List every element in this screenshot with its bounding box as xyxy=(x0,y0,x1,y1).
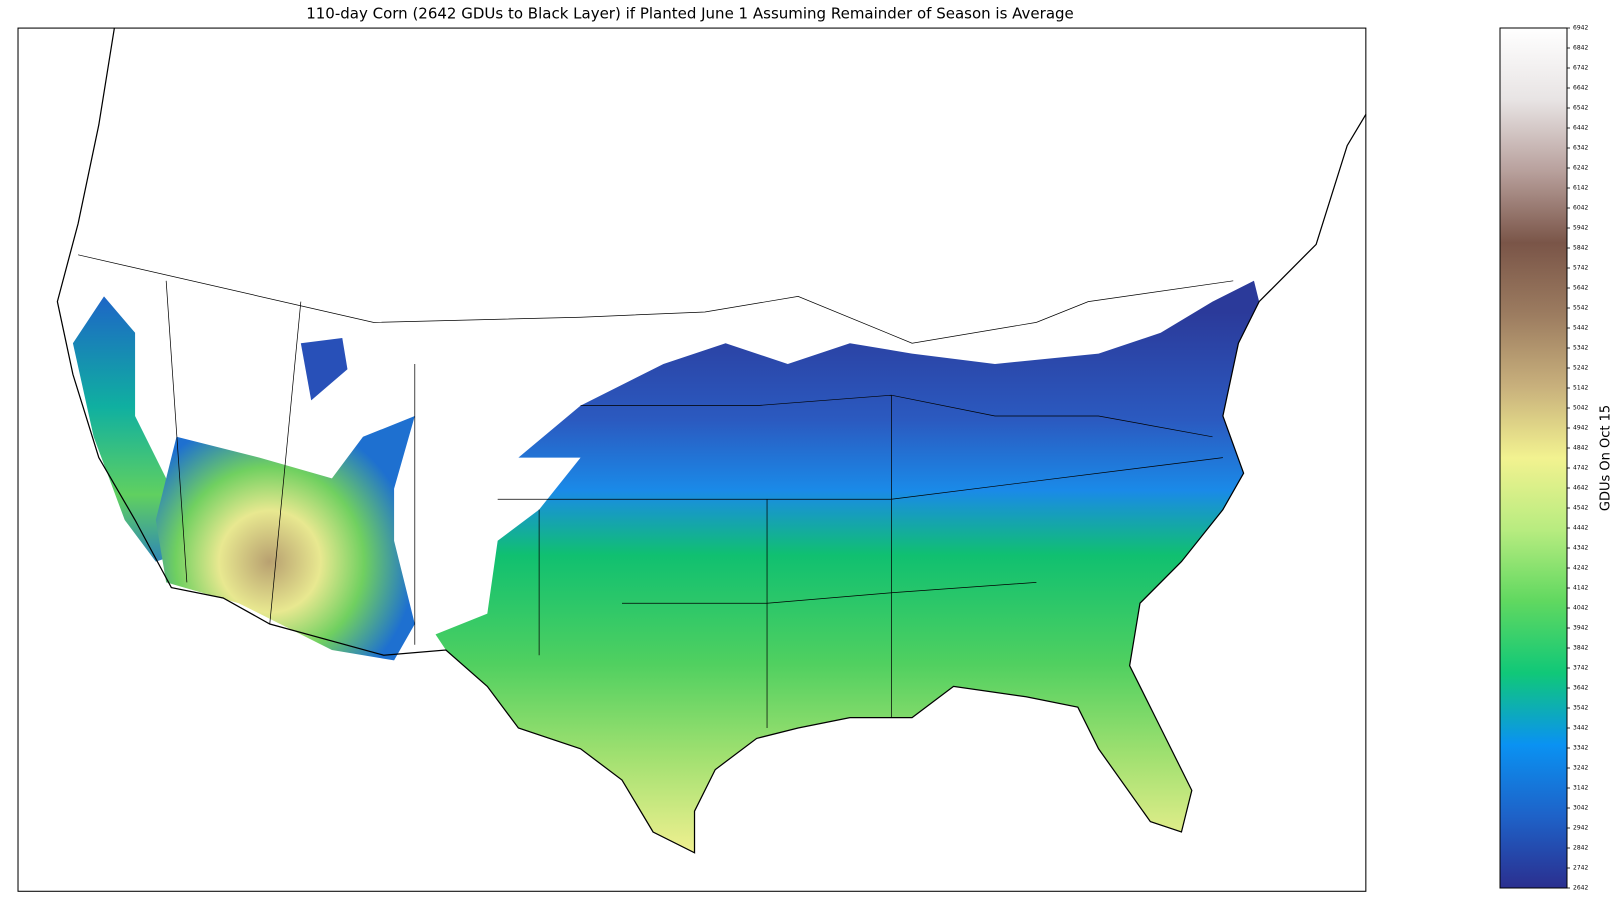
colorbar-tick-label: 6142 xyxy=(1573,185,1588,192)
colorbar-tick-label: 2642 xyxy=(1573,885,1588,892)
colorbar-tick-label: 5842 xyxy=(1573,245,1588,252)
colorbar-tick-label: 5242 xyxy=(1573,365,1588,372)
colorbar-tick-label: 6642 xyxy=(1573,85,1588,92)
colorbar-tick-label: 4642 xyxy=(1573,485,1588,492)
east-region xyxy=(435,280,1260,853)
colorbar-tick-label: 4542 xyxy=(1573,505,1588,512)
colorbar-tick-label: 5042 xyxy=(1573,405,1588,412)
colorbar-tick-label: 4042 xyxy=(1573,605,1588,612)
colorbar-tick-label: 3042 xyxy=(1573,805,1588,812)
colorbar-label: GDUs On Oct 15 xyxy=(1599,405,1614,511)
colorbar-tick-label: 4842 xyxy=(1573,445,1588,452)
colorbar-tick-label: 6242 xyxy=(1573,165,1588,172)
map xyxy=(17,27,1367,892)
coastline xyxy=(56,27,1367,854)
map-title: 110-day Corn (2642 GDUs to Black Layer) … xyxy=(306,5,1074,23)
colorbar-tick-label: 5742 xyxy=(1573,265,1588,272)
colorbar-tick-label: 3842 xyxy=(1573,645,1588,652)
colorbar-tick-label: 6042 xyxy=(1573,205,1588,212)
colorbar-tick-label: 5642 xyxy=(1573,285,1588,292)
colorbar-tick-label: 6842 xyxy=(1573,45,1588,52)
colorbar-tick-label: 3442 xyxy=(1573,725,1588,732)
colorbar-tick-label: 3942 xyxy=(1573,625,1588,632)
state-lines xyxy=(165,280,1223,728)
colorbar-tick-label: 5542 xyxy=(1573,305,1588,312)
west-coast-region xyxy=(72,296,187,562)
colorbar-tick-label: 4442 xyxy=(1573,525,1588,532)
idaho-region xyxy=(300,338,348,401)
colorbar-tick-label: 5142 xyxy=(1573,385,1588,392)
colorbar-tick-label: 2942 xyxy=(1573,825,1588,832)
colorbar-tick-label: 6542 xyxy=(1573,105,1588,112)
colorbar-tick-label: 3642 xyxy=(1573,685,1588,692)
colorbar-tick-label: 5442 xyxy=(1573,325,1588,332)
colorbar-tick-label: 2842 xyxy=(1573,845,1588,852)
southwest-region xyxy=(155,416,415,661)
colorbar: 2642 2742 2842 2942 3042 3142 3242 3342 3442 3542… xyxy=(1499,25,1588,892)
colorbar-tick-label: 3142 xyxy=(1573,785,1588,792)
colorbar-tick-label: 6742 xyxy=(1573,65,1588,72)
colorbar-tick-label: 5942 xyxy=(1573,225,1588,232)
colorbar-tick-label: 3542 xyxy=(1573,705,1588,712)
colorbar-tick-label: 4942 xyxy=(1573,425,1588,432)
colorbar-tick-label: 3242 xyxy=(1573,765,1588,772)
colorbar-tick-label: 6342 xyxy=(1573,145,1588,152)
colorbar-tick-label: 3742 xyxy=(1573,665,1588,672)
colorbar-tick-label: 6442 xyxy=(1573,125,1588,132)
colorbar-tick-label: 6942 xyxy=(1573,25,1588,32)
colorbar-tick-label: 2742 xyxy=(1573,865,1588,872)
colorbar-tick-label: 4142 xyxy=(1573,585,1588,592)
colorbar-tick-label: 4742 xyxy=(1573,465,1588,472)
canada-border xyxy=(78,254,1234,344)
colorbar-tick-label: 4242 xyxy=(1573,565,1588,572)
colorbar-tick-label: 5342 xyxy=(1573,345,1588,352)
colorbar-gradient xyxy=(1499,27,1568,889)
colorbar-tick-label: 3342 xyxy=(1573,745,1588,752)
colorbar-tick-label: 4342 xyxy=(1573,545,1588,552)
